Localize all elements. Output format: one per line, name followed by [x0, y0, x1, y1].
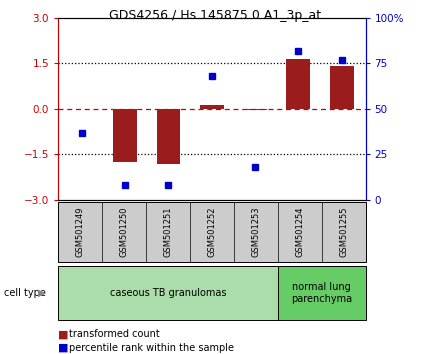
Text: GSM501252: GSM501252: [207, 207, 216, 257]
Bar: [286, 59, 310, 109]
Bar: [330, 66, 353, 109]
Text: GDS4256 / Hs.145875.0.A1_3p_at: GDS4256 / Hs.145875.0.A1_3p_at: [109, 9, 321, 22]
Bar: [200, 105, 224, 109]
Text: cell type: cell type: [4, 288, 46, 298]
Text: GSM501255: GSM501255: [339, 207, 348, 257]
Text: transformed count: transformed count: [69, 329, 160, 339]
Text: normal lung
parenchyma: normal lung parenchyma: [291, 282, 352, 304]
Bar: [113, 109, 137, 162]
Text: percentile rank within the sample: percentile rank within the sample: [69, 343, 234, 353]
Text: ■: ■: [58, 343, 68, 353]
Text: GSM501250: GSM501250: [120, 207, 129, 257]
Text: GSM501254: GSM501254: [295, 207, 304, 257]
Text: ▶: ▶: [38, 288, 46, 298]
Text: GSM501253: GSM501253: [251, 206, 260, 257]
Text: ■: ■: [58, 329, 68, 339]
Text: GSM501249: GSM501249: [76, 207, 85, 257]
Bar: [157, 109, 180, 164]
Text: caseous TB granulomas: caseous TB granulomas: [110, 288, 226, 298]
Text: GSM501251: GSM501251: [163, 207, 172, 257]
Bar: [243, 109, 267, 110]
